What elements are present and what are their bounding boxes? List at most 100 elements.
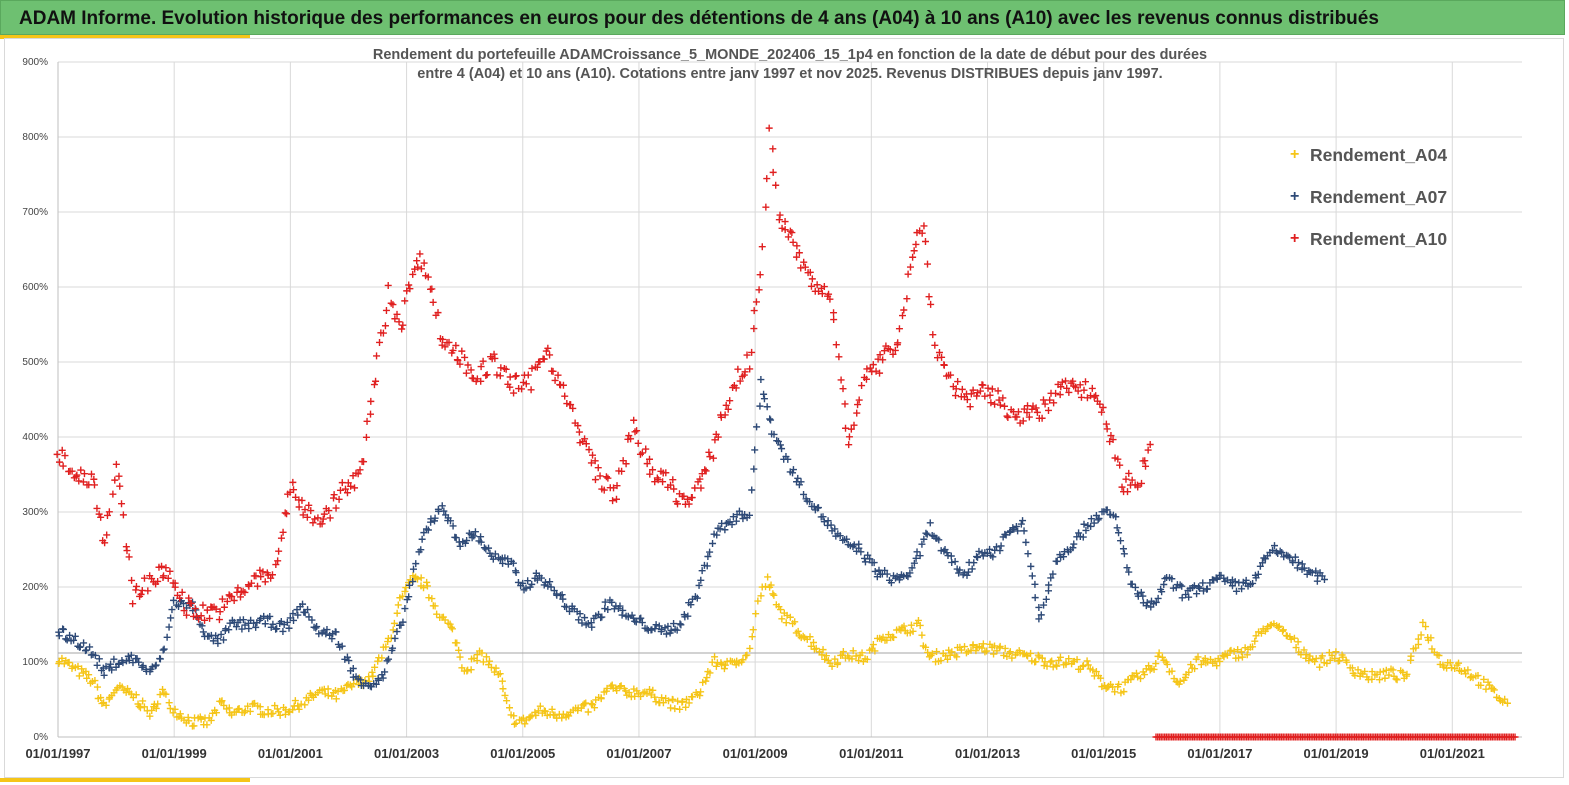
scatter-point-rendement-a07 — [161, 646, 168, 653]
scatter-point-rendement-a10 — [546, 351, 553, 358]
scatter-point-rendement-a07 — [513, 569, 520, 576]
scatter-point-rendement-a10 — [769, 145, 776, 152]
scatter-point-rendement-a07 — [922, 530, 929, 537]
scatter-point-rendement-a04 — [468, 666, 475, 673]
scatter-point-rendement-a04 — [423, 579, 430, 586]
scatter-point-rendement-a10 — [399, 322, 406, 329]
scatter-point-rendement-a10 — [262, 578, 269, 585]
scatter-point-rendement-a10 — [1138, 480, 1145, 487]
scatter-point-rendement-a04 — [506, 704, 513, 711]
scatter-point-rendement-a10 — [846, 433, 853, 440]
scatter-point-rendement-a10 — [753, 298, 760, 305]
scatter-point-rendement-a04 — [1332, 648, 1339, 655]
x-tick-label: 01/01/2017 — [1187, 746, 1252, 761]
scatter-point-rendement-a10 — [97, 514, 104, 521]
legend-label-a04: Rendement_A04 — [1310, 145, 1447, 166]
scatter-point-rendement-a07 — [94, 662, 101, 669]
x-tick-label: 01/01/2013 — [955, 746, 1020, 761]
scatter-point-rendement-a04 — [301, 701, 308, 708]
scatter-point-rendement-a10 — [199, 602, 206, 609]
scatter-point-rendement-a10 — [706, 453, 713, 460]
scatter-point-rendement-a10 — [1001, 403, 1008, 410]
scatter-point-rendement-a10 — [705, 449, 712, 456]
scatter-point-rendement-a10 — [592, 476, 599, 483]
scatter-point-rendement-a07 — [1120, 545, 1127, 552]
scatter-point-rendement-a10 — [1091, 394, 1098, 401]
scatter-point-rendement-a10 — [1116, 462, 1123, 469]
scatter-point-rendement-a10 — [103, 531, 110, 538]
scatter-point-rendement-a10 — [283, 510, 290, 517]
scatter-point-rendement-a04 — [676, 706, 683, 713]
scatter-point-rendement-a07 — [677, 620, 684, 627]
scatter-point-rendement-a10 — [896, 325, 903, 332]
scatter-point-rendement-a10 — [116, 483, 123, 490]
scatter-point-rendement-a10 — [383, 307, 390, 314]
scatter-point-rendement-a07 — [778, 445, 785, 452]
scatter-point-rendement-a10 — [309, 519, 316, 526]
scatter-point-rendement-a10 — [899, 312, 906, 319]
scatter-point-rendement-a10 — [926, 293, 933, 300]
scatter-point-rendement-a07 — [72, 633, 79, 640]
scatter-point-rendement-a07 — [974, 554, 981, 561]
scatter-point-rendement-a07 — [952, 558, 959, 565]
scatter-point-rendement-a04 — [1381, 675, 1388, 682]
scatter-point-rendement-a07 — [1022, 539, 1029, 546]
scatter-point-rendement-a07 — [1029, 572, 1036, 579]
scatter-point-rendement-a10 — [922, 238, 929, 245]
scatter-point-rendement-a10 — [482, 372, 489, 379]
scatter-point-rendement-a10 — [77, 467, 84, 474]
scatter-point-rendement-a10 — [853, 410, 860, 417]
scatter-point-rendement-a10 — [166, 568, 173, 575]
scatter-point-rendement-a10 — [842, 425, 849, 432]
scatter-point-rendement-a04 — [669, 696, 676, 703]
scatter-point-rendement-a10 — [510, 390, 517, 397]
scatter-point-rendement-a04 — [918, 632, 925, 639]
scatter-point-rendement-a10 — [282, 509, 289, 516]
scatter-point-rendement-a10 — [1013, 414, 1020, 421]
y-tick-label: 700% — [22, 207, 48, 218]
scatter-point-rendement-a07 — [279, 628, 286, 635]
scatter-point-rendement-a07 — [134, 655, 141, 662]
x-tick-label: 01/01/2021 — [1420, 746, 1485, 761]
scatter-point-rendement-a07 — [721, 526, 728, 533]
scatter-point-rendement-a04 — [1316, 664, 1323, 671]
scatter-point-rendement-a10 — [528, 386, 535, 393]
scatter-point-rendement-a04 — [94, 684, 101, 691]
legend-item-a10: + Rendement_A10 — [1290, 218, 1447, 260]
scatter-point-rendement-a10 — [389, 301, 396, 308]
scatter-point-rendement-a10 — [1124, 488, 1131, 495]
scatter-point-rendement-a10 — [162, 564, 169, 571]
chart-legend: + Rendement_A04 + Rendement_A07 + Rendem… — [1290, 134, 1447, 260]
scatter-point-rendement-a04 — [453, 639, 460, 646]
scatter-point-rendement-a10 — [528, 365, 535, 372]
scatter-point-rendement-a10 — [808, 283, 815, 290]
scatter-point-rendement-a10 — [376, 339, 383, 346]
scatter-point-rendement-a10 — [126, 553, 133, 560]
scatter-point-rendement-a10 — [398, 326, 405, 333]
scatter-point-rendement-a10 — [493, 371, 500, 378]
scatter-point-rendement-a10 — [367, 411, 374, 418]
scatter-point-rendement-a07 — [924, 531, 931, 538]
scatter-point-rendement-a04 — [1032, 658, 1039, 665]
scatter-point-rendement-a10 — [254, 583, 261, 590]
scatter-point-rendement-a07 — [80, 639, 87, 646]
scatter-point-rendement-a10 — [967, 403, 974, 410]
y-tick-label: 600% — [22, 282, 48, 293]
y-tick-label: 100% — [22, 657, 48, 668]
scatter-point-rendement-a10 — [1040, 396, 1047, 403]
scatter-point-rendement-a10 — [909, 254, 916, 261]
scatter-point-rendement-a07 — [391, 635, 398, 642]
scatter-point-rendement-a10 — [371, 381, 378, 388]
scatter-point-rendement-a04 — [261, 711, 268, 718]
scatter-point-rendement-a07 — [164, 634, 171, 641]
scatter-point-rendement-a10 — [929, 331, 936, 338]
scatter-point-rendement-a04 — [764, 573, 771, 580]
scatter-point-rendement-a10 — [642, 446, 649, 453]
scatter-point-rendement-a10 — [373, 352, 380, 359]
scatter-point-rendement-a04 — [269, 710, 276, 717]
scatter-point-rendement-a07 — [998, 542, 1005, 549]
scatter-point-rendement-a10 — [60, 463, 67, 470]
scatter-point-rendement-a10 — [81, 470, 88, 477]
y-tick-label: 800% — [22, 132, 48, 143]
chart-title: Rendement du portefeuille ADAMCroissance… — [250, 46, 1330, 84]
